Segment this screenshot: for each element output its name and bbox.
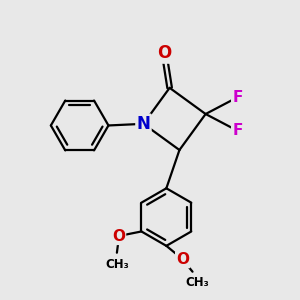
Text: N: N (136, 115, 150, 133)
Text: CH₃: CH₃ (105, 258, 129, 271)
Text: O: O (176, 252, 189, 267)
Text: CH₃: CH₃ (185, 276, 209, 289)
Text: O: O (158, 44, 172, 62)
Text: F: F (232, 123, 242, 138)
Text: O: O (112, 229, 125, 244)
Text: F: F (232, 90, 242, 105)
